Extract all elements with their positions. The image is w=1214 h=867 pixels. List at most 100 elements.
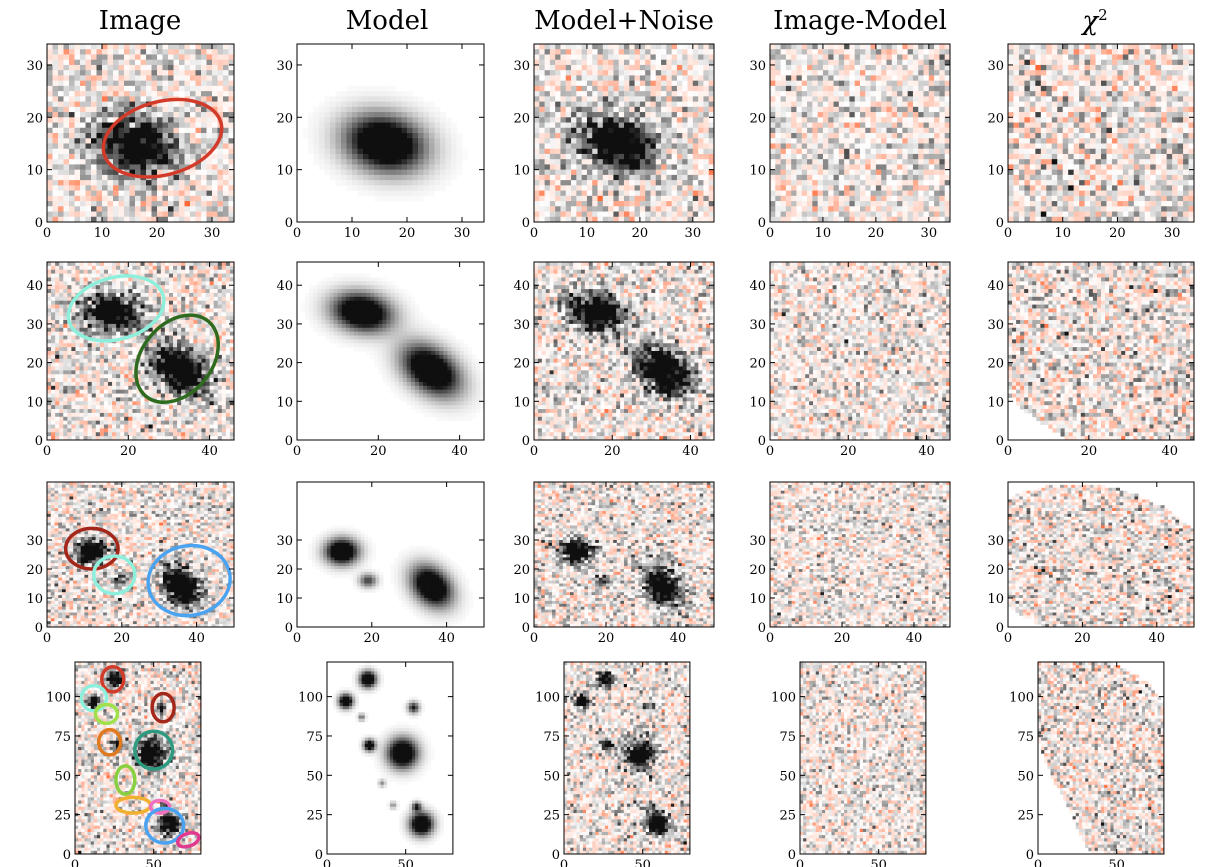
pixel (1172, 60, 1178, 66)
pixel (308, 133, 314, 139)
pixel (152, 154, 158, 160)
pixel (550, 75, 556, 81)
pixel (539, 180, 545, 186)
pixel (645, 191, 651, 197)
pixel (672, 196, 678, 202)
pixel (672, 60, 678, 66)
pixel (613, 44, 619, 50)
pixel (1183, 81, 1189, 87)
pixel (1041, 128, 1047, 134)
pixel (796, 86, 802, 92)
pixel (1019, 60, 1025, 66)
pixel (1057, 138, 1063, 144)
pixel (645, 70, 651, 76)
pixel (587, 164, 593, 170)
pixel (157, 185, 163, 191)
pixel (1041, 81, 1047, 87)
pixel (130, 123, 136, 129)
pixel (407, 170, 413, 176)
pixel (369, 86, 375, 92)
pixel (661, 65, 667, 71)
pixel (1172, 128, 1178, 134)
pixel (566, 164, 572, 170)
pixel (196, 107, 202, 113)
pixel (566, 175, 572, 181)
pixel (560, 164, 566, 170)
pixel (1145, 91, 1151, 97)
pixel (47, 128, 53, 134)
pixel (223, 201, 229, 207)
pixel (108, 191, 114, 197)
pixel (325, 123, 331, 129)
pixel (75, 133, 81, 139)
pixel (446, 149, 452, 155)
pixel (871, 138, 877, 144)
pixel (1145, 159, 1151, 165)
pixel (119, 212, 125, 218)
pixel (781, 170, 787, 176)
pixel (1123, 70, 1129, 76)
pixel (1030, 60, 1036, 66)
pixel (91, 170, 97, 176)
pixel (698, 212, 704, 218)
pixel (374, 191, 380, 197)
pixel (1085, 70, 1091, 76)
pixel (934, 201, 940, 207)
pixel (802, 49, 808, 55)
pixel (545, 164, 551, 170)
pixel (834, 75, 840, 81)
pixel (119, 149, 125, 155)
pixel (703, 206, 709, 212)
pixel (844, 206, 850, 212)
pixel (682, 138, 688, 144)
pixel (47, 117, 53, 123)
pixel (1096, 159, 1102, 165)
pixel (645, 117, 651, 123)
pixel (635, 128, 641, 134)
pixel (1046, 133, 1052, 139)
pixel (786, 196, 792, 202)
pixel (839, 201, 845, 207)
pixel (865, 96, 871, 102)
pixel (369, 170, 375, 176)
pixel (688, 138, 694, 144)
pixel (152, 60, 158, 66)
pixel (1035, 180, 1041, 186)
pixel (1167, 49, 1173, 55)
x-tick-label: 10 (815, 226, 832, 241)
pixel (876, 65, 882, 71)
pixel (402, 91, 408, 97)
pixel (688, 65, 694, 71)
pixel (934, 159, 940, 165)
pixel (924, 86, 930, 92)
pixel (924, 206, 930, 212)
pixel (1074, 180, 1080, 186)
pixel (141, 191, 147, 197)
pixel (1013, 180, 1019, 186)
pixel (1145, 133, 1151, 139)
pixel (871, 123, 877, 129)
pixel (80, 60, 86, 66)
pixel (402, 170, 408, 176)
pixel (781, 112, 787, 118)
pixel (86, 91, 92, 97)
pixel (185, 159, 191, 165)
pixel (876, 60, 882, 66)
pixel (157, 112, 163, 118)
pixel (185, 81, 191, 87)
pixel (1052, 65, 1058, 71)
pixel (75, 49, 81, 55)
pixel (1057, 65, 1063, 71)
pixel (325, 143, 331, 149)
pixel (1172, 107, 1178, 113)
pixel (661, 143, 667, 149)
pixel (1035, 65, 1041, 71)
pixel (47, 81, 53, 87)
pixel (886, 191, 892, 197)
pixel (886, 70, 892, 76)
pixel (555, 196, 561, 202)
pixel (64, 191, 70, 197)
pixel (201, 212, 207, 218)
pixel (1156, 112, 1162, 118)
pixel (934, 212, 940, 218)
